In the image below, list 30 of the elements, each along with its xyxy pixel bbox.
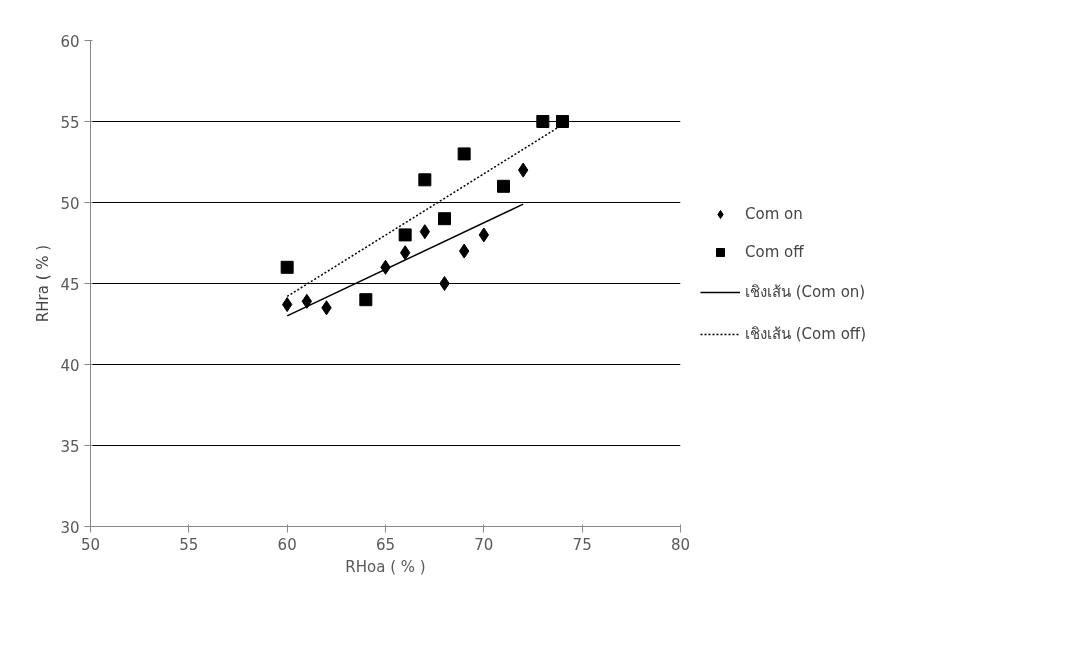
point bbox=[418, 173, 432, 187]
point bbox=[280, 260, 294, 274]
y-tick-label: 60 bbox=[60, 32, 80, 51]
x-tick-label: 70 bbox=[474, 535, 494, 554]
point bbox=[536, 115, 550, 128]
x-tick-label: 80 bbox=[670, 535, 691, 554]
y-tick-label: 30 bbox=[60, 518, 80, 537]
point bbox=[457, 147, 471, 161]
point bbox=[439, 276, 450, 291]
x-tick-label: 75 bbox=[572, 535, 592, 554]
point bbox=[438, 212, 451, 226]
point bbox=[359, 293, 373, 307]
legend-label: Com on bbox=[745, 205, 803, 223]
y-axis-title: RHra ( % ) bbox=[34, 244, 53, 323]
legend-label: เชิงเส้น (Com on) bbox=[745, 282, 866, 303]
point bbox=[497, 179, 510, 193]
legend-label: เชิงเส้น (Com off) bbox=[745, 324, 867, 345]
y-tick-label: 50 bbox=[60, 194, 80, 213]
y-tick-label: 35 bbox=[60, 437, 80, 456]
x-tick-label: 50 bbox=[80, 535, 101, 554]
legend-label: Com off bbox=[745, 243, 804, 261]
y-tick-label: 55 bbox=[60, 113, 80, 132]
x-tick-label: 65 bbox=[375, 535, 396, 554]
point bbox=[398, 228, 412, 242]
y-tick-label: 45 bbox=[60, 275, 80, 294]
y-tick-label: 40 bbox=[60, 356, 80, 375]
point bbox=[556, 115, 569, 128]
x-tick-label: 55 bbox=[179, 535, 199, 554]
x-tick-label: 60 bbox=[277, 535, 297, 554]
x-axis-title: RHoa ( % ) bbox=[345, 557, 426, 576]
